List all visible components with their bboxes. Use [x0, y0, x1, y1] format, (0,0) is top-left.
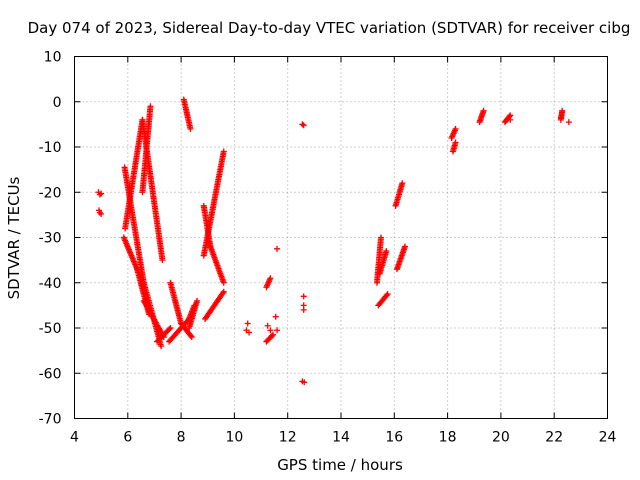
- axis-ticks: 4 6 8 10 12 14 16 18 20 22 24 10 0 -10 -20 -30 -40 -50 -60…: [39, 50, 617, 446]
- data-point-arc-h: [188, 334, 195, 341]
- data-point-arc-a: [158, 343, 165, 350]
- data-point-arc-l: [220, 279, 227, 286]
- data-point: [299, 121, 306, 128]
- y-tick-label: 10: [44, 50, 62, 66]
- data-point-arc-r: [383, 292, 390, 299]
- data-point-arc-e: [147, 103, 154, 110]
- data-point-arc-m: [220, 148, 227, 155]
- data-point-arc-p: [268, 332, 275, 339]
- x-tick-label: 6: [123, 430, 132, 446]
- data-point-arc-n: [220, 288, 227, 295]
- y-tick-label: -10: [39, 140, 62, 156]
- data-point: [507, 116, 514, 123]
- data-point: [264, 322, 271, 329]
- data-point: [267, 327, 274, 334]
- data-point: [300, 306, 307, 313]
- data-point: [274, 245, 281, 252]
- data-point-arc-z: [559, 107, 566, 114]
- y-tick-label: -20: [39, 185, 62, 201]
- x-axis-label: GPS time / hours: [277, 456, 403, 474]
- data-point: [301, 379, 308, 386]
- y-tick-label: -70: [39, 412, 62, 428]
- data-point-arc-r: [384, 291, 391, 298]
- y-tick-label: 0: [53, 95, 62, 111]
- data-point-arc-g: [167, 325, 174, 331]
- x-tick-label: 20: [492, 430, 510, 446]
- data-point-arc-k: [194, 297, 201, 304]
- data-point: [557, 114, 564, 121]
- x-tick-label: 18: [439, 430, 457, 446]
- chart-title: Day 074 of 2023, Sidereal Day-to-day VTE…: [28, 19, 631, 37]
- data-point-arc-t: [399, 180, 406, 187]
- data-point-arc-u: [401, 243, 408, 250]
- data-point-arc-x: [480, 107, 487, 114]
- data-point-arc-d: [159, 257, 166, 264]
- x-tick-label: 14: [332, 430, 350, 446]
- data-point: [96, 207, 103, 214]
- y-tick-label: -50: [39, 321, 62, 337]
- data-point-arc-p: [270, 331, 277, 338]
- data-point: [272, 313, 279, 320]
- data-point: [300, 293, 307, 300]
- data-point: [565, 119, 572, 126]
- data-point-arc-w: [452, 125, 459, 132]
- x-tick-label: 22: [545, 430, 563, 446]
- y-tick-label: -40: [39, 276, 62, 292]
- x-tick-label: 10: [225, 430, 243, 446]
- data-points: [95, 96, 572, 386]
- data-point-arc-o: [267, 275, 274, 282]
- x-tick-label: 16: [385, 430, 403, 446]
- data-point-arc-v: [452, 139, 459, 146]
- y-tick-label: -60: [39, 366, 62, 382]
- data-point: [98, 190, 105, 197]
- data-point: [244, 320, 251, 327]
- data-point-arc-g: [166, 326, 173, 333]
- data-point-arc-h: [187, 332, 194, 339]
- grid: [74, 56, 608, 419]
- x-tick-label: 8: [177, 430, 186, 446]
- data-point-arc-s: [383, 248, 390, 255]
- x-tick-label: 4: [70, 430, 79, 446]
- x-tick-label: 12: [279, 430, 297, 446]
- y-tick-label: -30: [39, 231, 62, 247]
- data-point-arc-q: [377, 234, 384, 241]
- y-axis-label: SDTVAR / TECUs: [5, 176, 23, 299]
- data-point: [98, 210, 105, 217]
- x-tick-label: 24: [599, 430, 617, 446]
- data-point: [274, 327, 281, 334]
- data-point: [300, 122, 307, 129]
- data-point: [246, 329, 253, 336]
- data-point-arc-j: [187, 125, 194, 132]
- data-point-arc-y: [506, 113, 513, 120]
